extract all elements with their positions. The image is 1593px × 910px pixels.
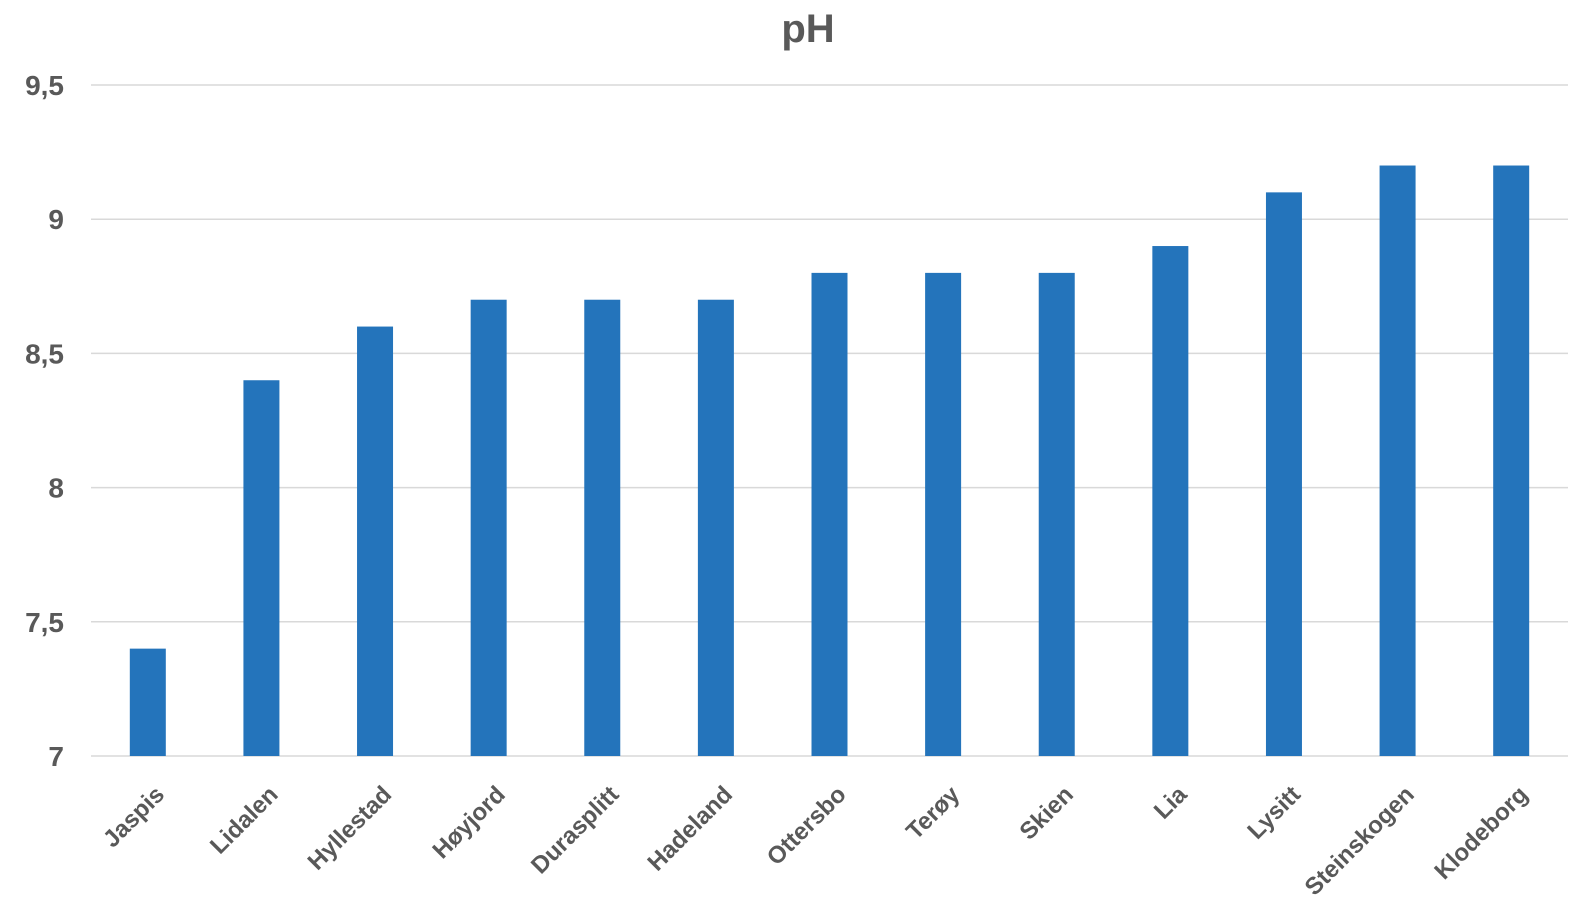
x-category-label: Hyllestad	[303, 781, 398, 876]
x-category-label: Jaspis	[98, 781, 170, 853]
x-category-label: Steinskogen	[1300, 781, 1420, 901]
x-category-label: Høyjord	[428, 781, 511, 864]
bar-hyllestad	[357, 326, 394, 756]
bar-steinskogen	[1379, 165, 1416, 756]
bar-skien	[1038, 272, 1075, 756]
x-axis-category-labels: Jaspis Lidalen Hyllestad Høyjord Durasplitt H…	[98, 781, 1533, 901]
y-tick-label: 7	[48, 741, 64, 772]
y-tick-label: 8,5	[25, 338, 64, 369]
y-tick-label: 9	[48, 204, 64, 235]
bar-terøy	[925, 272, 962, 756]
x-category-label: Lidalen	[205, 781, 283, 859]
bar-lidalen	[243, 380, 280, 756]
bar-lysitt	[1265, 192, 1302, 757]
y-tick-label: 9,5	[25, 70, 64, 101]
x-category-label: Durasplitt	[526, 781, 624, 879]
bar-jaspis	[129, 648, 166, 756]
bar-durasplitt	[584, 299, 621, 756]
y-tick-label: 7,5	[25, 607, 64, 638]
y-axis-tick-labels: 7 7,5 8 8,5 9 9,5	[25, 70, 64, 772]
y-tick-label: 8	[48, 473, 64, 504]
bars	[129, 165, 1530, 757]
bar-lia	[1152, 246, 1189, 757]
chart-title: pH	[781, 7, 834, 51]
bar-klodeborg	[1493, 165, 1530, 756]
x-category-label: Ottersbo	[762, 781, 852, 871]
bar-ottersbo	[811, 272, 848, 756]
x-category-label: Terøy	[901, 781, 966, 846]
bar-høyjord	[470, 299, 507, 756]
bar-hadeland	[697, 299, 734, 756]
x-category-label: Lysitt	[1242, 781, 1306, 845]
x-category-label: Klodeborg	[1429, 781, 1533, 885]
x-category-label: Lia	[1149, 781, 1193, 825]
x-category-label: Skien	[1014, 781, 1078, 845]
x-category-label: Hadeland	[643, 781, 738, 876]
